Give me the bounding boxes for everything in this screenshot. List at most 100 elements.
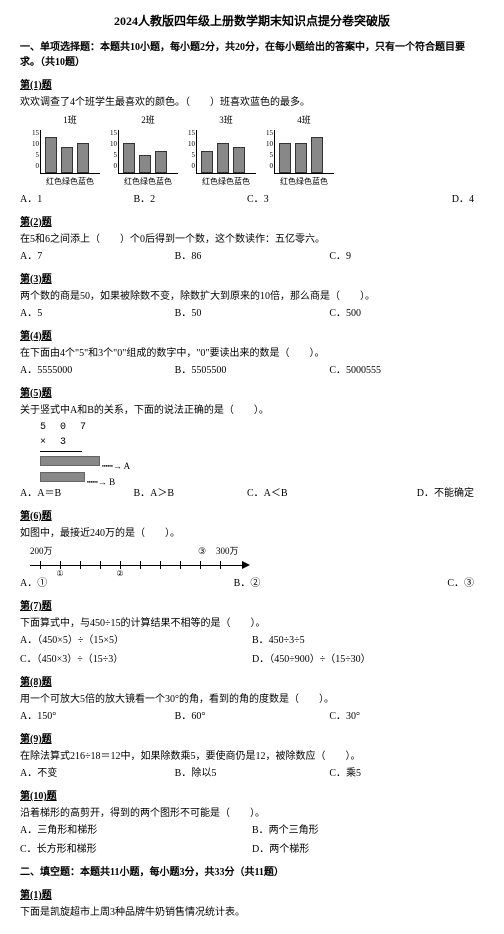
nl-tick: [40, 561, 41, 569]
nl-tick: [220, 561, 221, 569]
bar: [295, 143, 307, 173]
q4-text: 在下面由4个"5"和3个"0"组成的数字中，"0"要读出来的数是（ ）。: [20, 346, 484, 361]
opt-b: B．5505500: [175, 363, 330, 378]
opt-c: C．3: [247, 192, 361, 207]
opt-a: A．（450×5）÷（15×5）: [20, 633, 252, 648]
chart-3-title: 3班: [219, 114, 233, 128]
chart-2-title: 2班: [141, 114, 155, 128]
opt-b: B．除以5: [175, 766, 330, 781]
opt-a: A．三角形和梯形: [20, 823, 252, 838]
chart-xlabel: 红色绿色蓝色: [124, 176, 172, 188]
arrow-a: ┅┅→ A: [102, 460, 130, 474]
q4-options: A．5555000 B．5505500 C．5000555: [20, 363, 484, 378]
nl-tick: [180, 561, 181, 569]
ytick: 15: [107, 128, 117, 139]
nl-300: 300万: [216, 545, 239, 559]
q10-options-row1: A．三角形和梯形 B．两个三角形: [20, 823, 484, 838]
opt-b: B．②: [171, 576, 322, 591]
bar: [61, 147, 73, 173]
chart-1-title: 1班: [63, 114, 77, 128]
q7-text: 下面算式中，与450÷15的计算结果不相等的是（ ）。: [20, 616, 484, 631]
q4-label: 第(4)题: [20, 329, 484, 344]
nl-tick: [200, 561, 201, 569]
q7-options-row1: A．（450×5）÷（15×5） B．450÷3÷5: [20, 633, 484, 648]
ytick: 5: [107, 150, 117, 161]
bars-2: [119, 130, 178, 173]
bar: [233, 147, 245, 173]
ytick: 15: [29, 128, 39, 139]
chart-3: 3班 15 10 5 0 红色绿色蓝色: [196, 114, 256, 188]
q8-label: 第(8)题: [20, 675, 484, 690]
q2-text: 在5和6之间添上（ ）个0后得到一个数，这个数读作：五亿零六。: [20, 232, 484, 247]
q6-label: 第(6)题: [20, 509, 484, 524]
q5-arrow-diagram: ┅┅→ A ┅┅→ B: [40, 456, 190, 484]
bar: [311, 137, 323, 173]
ytick: 10: [107, 139, 117, 150]
chart-xlabel: 红色绿色蓝色: [46, 176, 94, 188]
ytick: 10: [185, 139, 195, 150]
nl-arrow-icon: [242, 561, 250, 569]
arrow-b: ┅┅→ B: [87, 476, 115, 490]
nl-line: [30, 565, 242, 566]
bar-a: [40, 456, 100, 466]
q9-options: A．不变 B．除以5 C．乘5: [20, 766, 484, 781]
ytick: 0: [107, 161, 117, 172]
opt-c: C．A＜B: [247, 486, 361, 501]
opt-b: B．450÷3÷5: [252, 633, 484, 648]
section1-heading: 一、单项选择题：本题共10小题，每小题2分，共20分，在每小题给出的答案中，只有…: [20, 40, 484, 70]
opt-a: A．不变: [20, 766, 175, 781]
q7-options-row2: C．（450×3）÷（15÷3） D．（450÷900）÷（15÷30）: [20, 652, 484, 667]
opt-a: A．7: [20, 249, 175, 264]
nl-tick: [100, 561, 101, 569]
ytick: 5: [185, 150, 195, 161]
nl-mark-1: ①: [56, 568, 63, 580]
q1-charts: 1班 15 10 5 0 红色绿色蓝色 2班 15 10 5 0: [40, 114, 484, 188]
q5-label: 第(5)题: [20, 386, 484, 401]
q2-label: 第(2)题: [20, 215, 484, 230]
opt-b: B．两个三角形: [252, 823, 484, 838]
opt-c: C．500: [329, 306, 484, 321]
opt-c: C．5000555: [329, 363, 484, 378]
q6-numberline: 200万 ③ 300万 ① ②: [30, 545, 484, 573]
bar: [77, 143, 89, 173]
bars-1: [41, 130, 100, 173]
opt-b: B．2: [134, 192, 248, 207]
q3-label: 第(3)题: [20, 272, 484, 287]
opt-a: A．A＝B: [20, 486, 134, 501]
opt-c: C．乘5: [329, 766, 484, 781]
chart-2: 2班 15 10 5 0 红色绿色蓝色: [118, 114, 178, 188]
chart-xlabel: 红色绿色蓝色: [202, 176, 250, 188]
ytick: 10: [263, 139, 273, 150]
q11-label: 第(1)题: [20, 888, 484, 903]
q8-options: A．150° B．60° C．30°: [20, 709, 484, 724]
opt-c: C．30°: [329, 709, 484, 724]
bar: [123, 143, 135, 173]
opt-d: D．4: [361, 192, 485, 207]
chart-4-title: 4班: [297, 114, 311, 128]
opt-a: A．150°: [20, 709, 175, 724]
opt-a: A．5: [20, 306, 175, 321]
mult-line: [40, 451, 82, 452]
ytick: 15: [263, 128, 273, 139]
q2-options: A．7 B．86 C．9: [20, 249, 484, 264]
opt-d: D．不能确定: [361, 486, 485, 501]
opt-a: A．1: [20, 192, 134, 207]
q1-options: A．1 B．2 C．3 D．4: [20, 192, 484, 207]
q3-text: 两个数的商是50，如果被除数不变，除数扩大到原来的10倍，那么商是（ ）。: [20, 289, 484, 304]
ytick: 5: [29, 150, 39, 161]
chart-4: 4班 15 10 5 0 红色绿色蓝色: [274, 114, 334, 188]
bars-3: [197, 130, 256, 173]
nl-tick: [80, 561, 81, 569]
ytick: 15: [185, 128, 195, 139]
bar: [155, 151, 167, 173]
opt-b: B．86: [175, 249, 330, 264]
q10-label: 第(10)题: [20, 789, 484, 804]
q5-vertical-multiplication: 5 0 7 × 3: [40, 420, 484, 452]
opt-c: C．9: [329, 249, 484, 264]
bar: [45, 137, 57, 173]
opt-b: B．60°: [175, 709, 330, 724]
ytick: 0: [185, 161, 195, 172]
nl-m3-top: ③: [198, 545, 206, 559]
mult-bottom: × 3: [40, 435, 484, 450]
opt-b: B．50: [175, 306, 330, 321]
